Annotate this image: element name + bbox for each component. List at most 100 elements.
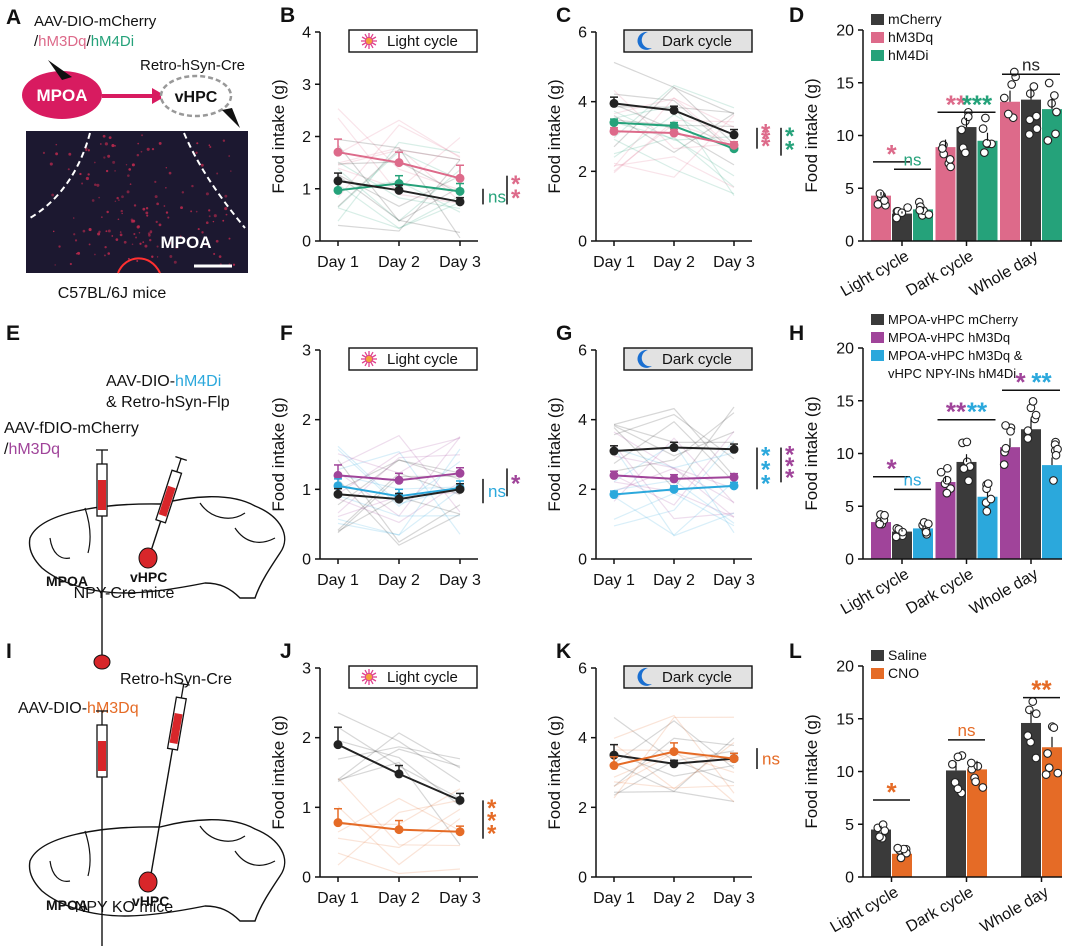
individual-trace <box>613 61 735 145</box>
sun-icon <box>364 36 374 46</box>
schematic-I: I Retro-hSyn-Cre AAV-DIO-hM3Dq MPOA vHPCNPY … <box>6 640 286 946</box>
sig-star: ** <box>1031 675 1052 705</box>
x-tick-label: Whole day <box>967 566 1041 619</box>
fluorescence-signal <box>155 220 158 224</box>
y-tick-label: 6 <box>578 661 587 678</box>
individual-trace <box>613 110 735 141</box>
virus-label-part: AAV-DIO- <box>18 700 87 717</box>
fluorescence-signal <box>228 155 231 157</box>
individual-point <box>1029 82 1039 91</box>
x-tick-label: Day 3 <box>713 254 755 271</box>
virus-label-part: / <box>34 33 39 50</box>
individual-point <box>1050 91 1059 100</box>
individual-point <box>945 155 955 164</box>
x-tick-label: Whole day <box>967 248 1041 301</box>
sig-star: * <box>761 133 771 160</box>
cycle-box <box>348 347 478 371</box>
fluorescence-signal <box>205 192 209 196</box>
fluorescence-signal <box>145 211 149 215</box>
fluorescence-signal <box>140 150 143 153</box>
individual-trace <box>613 86 735 148</box>
data-point <box>669 484 679 494</box>
cycle-label: Dark cycle <box>662 351 732 368</box>
individual-point <box>1053 768 1063 778</box>
fluorescence-signal <box>173 260 177 264</box>
y-tick-label: 0 <box>578 234 587 251</box>
individual-point <box>1031 753 1041 763</box>
fluorescence-signal <box>167 216 170 219</box>
y-axis-label: Food intake (g) <box>269 715 288 829</box>
fluorescence-signal <box>225 213 228 216</box>
legend-label: MPOA-vHPC hM3Dq & <box>888 348 1023 363</box>
fluorescence-signal <box>87 149 90 152</box>
bar <box>977 140 998 241</box>
individual-point <box>1007 80 1017 89</box>
legend-swatch <box>871 332 884 343</box>
line-panel-F: F Light cycle 0 1 2 3 Food intake (g) Day 1 Day … <box>269 322 521 589</box>
sig-star: * <box>761 126 771 153</box>
bar <box>871 522 891 559</box>
individual-trace <box>613 114 735 178</box>
individual-trace <box>613 790 735 803</box>
individual-point <box>1032 111 1041 121</box>
fluorescence-signal <box>111 144 115 148</box>
individual-trace <box>337 168 461 222</box>
individual-point <box>948 759 957 769</box>
fluorescence-signal <box>107 154 111 158</box>
data-point <box>669 443 679 453</box>
sig-star: * <box>886 139 897 169</box>
legend-label: MPOA-vHPC mCherry <box>888 312 1019 327</box>
fluorescence-signal <box>131 163 135 167</box>
mouse-label: NPY-Cre mice <box>74 585 175 602</box>
individual-trace <box>613 467 735 518</box>
individual-point <box>923 519 933 529</box>
y-tick-label: 2 <box>302 730 311 747</box>
fluorescence-signal <box>158 141 162 145</box>
individual-trace <box>337 434 461 513</box>
cycle-label: Light cycle <box>387 351 458 368</box>
individual-trace <box>337 459 461 543</box>
x-tick-label: Whole day <box>978 884 1052 937</box>
retro-label: Retro-hSyn-Cre <box>120 671 232 688</box>
fluorescence-signal <box>168 242 171 245</box>
fluorescence-signal <box>195 151 198 154</box>
x-tick-label: Day 1 <box>317 572 359 589</box>
sig-star: * <box>511 185 521 212</box>
individual-point <box>1023 731 1033 740</box>
individual-trace <box>337 161 461 210</box>
fluorescence-signal <box>125 164 128 166</box>
brain-detail <box>234 527 276 543</box>
sig-star: * <box>886 454 897 484</box>
virus-label-part: hM3Dq <box>38 33 86 50</box>
y-tick-label: 6 <box>578 343 587 360</box>
syringe-content <box>158 485 176 517</box>
data-point <box>669 128 679 138</box>
fluorescence-signal <box>154 180 157 183</box>
data-point <box>394 769 404 779</box>
injection-pointer <box>48 60 72 80</box>
legend-swatch <box>871 50 884 61</box>
individual-point <box>946 162 955 172</box>
fluorescence-signal <box>222 139 226 142</box>
data-point <box>455 197 465 207</box>
y-axis-label: Food intake (g) <box>269 397 288 511</box>
sig-star: * <box>785 123 795 150</box>
individual-point <box>875 519 885 529</box>
individual-point <box>953 784 963 794</box>
sig-ns: ns <box>488 188 506 207</box>
individual-point <box>978 124 988 133</box>
individual-trace <box>337 732 461 781</box>
fluorescence-signal <box>103 156 106 159</box>
data-point <box>333 176 343 186</box>
fluorescence-signal <box>158 223 162 227</box>
virus-label-part: / <box>87 33 92 50</box>
individual-trace <box>613 407 735 477</box>
fluorescence-signal <box>136 153 140 157</box>
sig-star: ** <box>1031 367 1052 397</box>
fluorescence-signal <box>77 251 81 255</box>
y-tick-label: 4 <box>302 25 311 42</box>
individual-point <box>942 475 952 485</box>
individual-point <box>1049 476 1058 485</box>
fluorescence-signal <box>120 209 123 213</box>
data-point <box>333 185 343 195</box>
